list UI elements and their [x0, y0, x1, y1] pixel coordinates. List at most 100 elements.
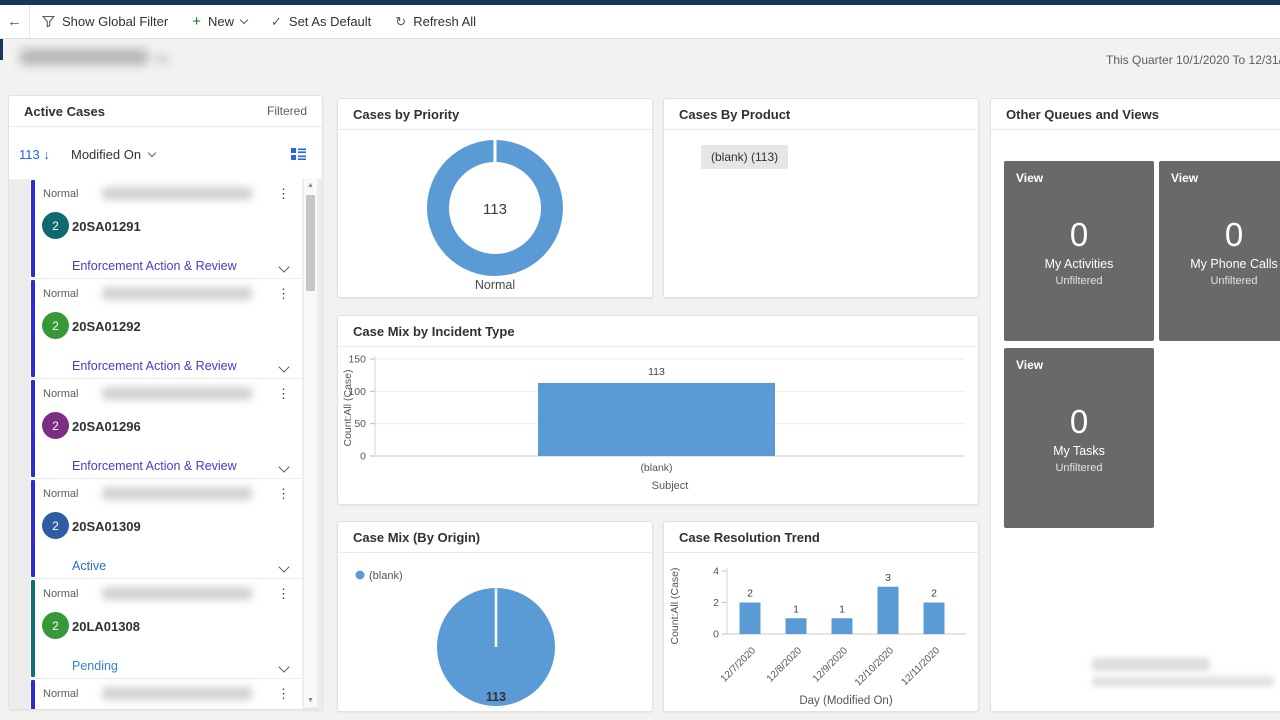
sort-field-selector[interactable]: Modified On — [71, 147, 157, 162]
card-title: Other Queues and Views — [991, 99, 1280, 130]
priority-label: Normal — [43, 388, 79, 400]
back-icon: ← — [7, 13, 22, 30]
case-status-link[interactable]: Enforcement Action & Review — [72, 359, 237, 373]
case-status-link[interactable]: Enforcement Action & Review — [72, 459, 237, 473]
filter-icon — [42, 15, 55, 28]
svg-text:4: 4 — [713, 566, 719, 578]
svg-text:3: 3 — [885, 572, 891, 584]
redacted-case-name — [102, 287, 252, 300]
filtered-label: Filtered — [266, 104, 307, 118]
tile-my-activities[interactable]: View 0 My Activities Unfiltered — [1004, 161, 1154, 341]
case-card[interactable]: Normal ⋮ 2 20SA01309 Active — [30, 479, 302, 578]
chevron-down-icon[interactable] — [278, 561, 290, 573]
svg-text:2: 2 — [931, 588, 937, 600]
set-as-default-button[interactable]: ✓ Set As Default — [271, 13, 372, 30]
chevron-down-icon — [147, 148, 157, 157]
show-global-filter-button[interactable]: Show Global Filter — [30, 5, 180, 38]
more-options-icon[interactable]: ⋮ — [277, 586, 290, 601]
scrollbar-thumb[interactable] — [306, 195, 315, 291]
card-title: Case Mix (By Origin) — [338, 522, 652, 553]
svg-text:100: 100 — [348, 386, 366, 398]
product-filter-chip[interactable]: (blank) (113) — [701, 145, 789, 169]
case-status-link[interactable]: Active — [72, 559, 107, 573]
more-options-icon[interactable]: ⋮ — [277, 286, 290, 301]
tile-count: 0 — [1069, 216, 1089, 253]
case-number: 20SA01292 — [72, 319, 141, 334]
list-scrollbar[interactable]: ▲ ▼ — [303, 179, 317, 707]
refresh-all-button[interactable]: ↻ Refresh All — [395, 13, 477, 30]
svg-text:1: 1 — [839, 603, 845, 615]
chevron-down-icon — [239, 15, 249, 24]
redacted-case-name — [102, 687, 252, 700]
tile-count: 0 — [1224, 216, 1244, 253]
case-number: 20SA01291 — [72, 219, 141, 234]
case-card[interactable]: Normal ⋮ 2 20SA01291 Enforcement Action … — [30, 179, 302, 278]
tile-name: My Tasks — [1053, 444, 1105, 458]
more-options-icon[interactable]: ⋮ — [277, 686, 290, 701]
svg-text:1: 1 — [793, 603, 799, 615]
priority-label: Normal — [43, 288, 79, 300]
case-mix-origin-pie-chart: (blank) 113 — [355, 570, 555, 706]
card-title: Case Mix by Incident Type — [338, 316, 978, 347]
card-title: Case Resolution Trend — [664, 522, 978, 553]
dashboard-title-redacted[interactable] — [20, 49, 148, 65]
chevron-down-icon[interactable] — [278, 661, 290, 673]
more-options-icon[interactable]: ⋮ — [277, 386, 290, 401]
case-accent-bar — [31, 680, 35, 709]
svg-text:113: 113 — [648, 366, 665, 378]
new-button[interactable]: + New — [180, 5, 259, 38]
record-count-sort[interactable]: 113 ↓ — [19, 147, 50, 162]
cases-by-product-card: Cases By Product (blank) (113) — [663, 98, 979, 298]
chevron-down-icon[interactable] — [278, 361, 290, 373]
case-mix-incident-bar-chart: 0 50 100 150 113 (blank) Subject Count:All (Cas… — [342, 354, 965, 492]
view-selector-icon[interactable] — [291, 148, 306, 161]
command-bar: ← Show Global Filter + New ✓ Set As Defa… — [0, 5, 1280, 39]
svg-text:2: 2 — [747, 588, 753, 600]
plus-icon: + — [192, 13, 201, 30]
more-options-icon[interactable]: ⋮ — [277, 186, 290, 201]
avatar: 2 — [42, 312, 69, 339]
svg-text:113: 113 — [483, 201, 507, 218]
case-card[interactable]: Normal ⋮ 2 20SA01296 Enforcement Action … — [30, 379, 302, 478]
tile-my-phone-calls[interactable]: View 0 My Phone Calls Unfiltered — [1159, 161, 1280, 341]
scroll-down-icon[interactable]: ▼ — [307, 697, 314, 704]
back-button[interactable]: ← — [0, 5, 30, 38]
case-resolution-trend-bar-chart: 0 2 4 2 12/7/2020 1 12/8/2020 1 12/9/2020 3 12/10/… — [669, 566, 966, 707]
case-card[interactable]: Normal ⋮ 2 20SA01292 Enforcement Action … — [30, 279, 302, 378]
cases-by-priority-card: Cases by Priority 113 Normal — [337, 98, 653, 298]
avatar: 2 — [42, 412, 69, 439]
svg-text:12/8/2020: 12/8/2020 — [765, 645, 805, 685]
date-range-label: This Quarter 10/1/2020 To 12/31/2020 — [1106, 53, 1280, 67]
svg-text:Subject: Subject — [652, 480, 689, 492]
more-options-icon[interactable]: ⋮ — [277, 486, 290, 501]
tile-subtitle: Unfiltered — [1055, 275, 1103, 287]
case-card[interactable]: Normal ⋮ 2 20LA01308 Pending — [30, 579, 302, 678]
svg-text:12/7/2020: 12/7/2020 — [719, 645, 759, 685]
sort-descending-icon: ↓ — [43, 147, 50, 162]
svg-text:Count:All (Case): Count:All (Case) — [669, 567, 681, 644]
tile-my-tasks[interactable]: View 0 My Tasks Unfiltered — [1004, 348, 1154, 528]
case-card[interactable]: Normal ⋮ — [30, 679, 302, 709]
case-status-link[interactable]: Pending — [72, 659, 118, 673]
redacted-case-name — [102, 587, 252, 600]
tile-header: View — [1171, 171, 1199, 185]
check-icon: ✓ — [271, 13, 282, 29]
case-number: 20LA01308 — [72, 619, 140, 634]
redacted-case-name — [102, 487, 252, 500]
case-list: Normal ⋮ 2 20SA01291 Enforcement Action … — [9, 179, 322, 709]
tile-name: My Phone Calls — [1190, 257, 1278, 271]
avatar: 2 — [42, 512, 69, 539]
case-status-link[interactable]: Enforcement Action & Review — [72, 259, 237, 273]
chevron-down-icon[interactable] — [278, 261, 290, 273]
case-mix-origin-card: Case Mix (By Origin) (blank) 113 — [337, 521, 653, 712]
chevron-down-icon[interactable] — [278, 461, 290, 473]
scroll-up-icon[interactable]: ▲ — [307, 182, 314, 189]
active-cases-panel: Active Cases Filtered 113 ↓ Modified On … — [8, 95, 323, 710]
dashboard-title-chevron-redacted[interactable] — [156, 55, 168, 63]
tile-name: My Activities — [1044, 257, 1114, 271]
refresh-icon: ↻ — [395, 13, 407, 29]
case-accent-bar — [31, 480, 35, 577]
cases-by-priority-donut-chart: 113 Normal — [427, 140, 563, 292]
case-accent-bar — [31, 280, 35, 377]
svg-text:Count:All (Case): Count:All (Case) — [342, 369, 354, 446]
